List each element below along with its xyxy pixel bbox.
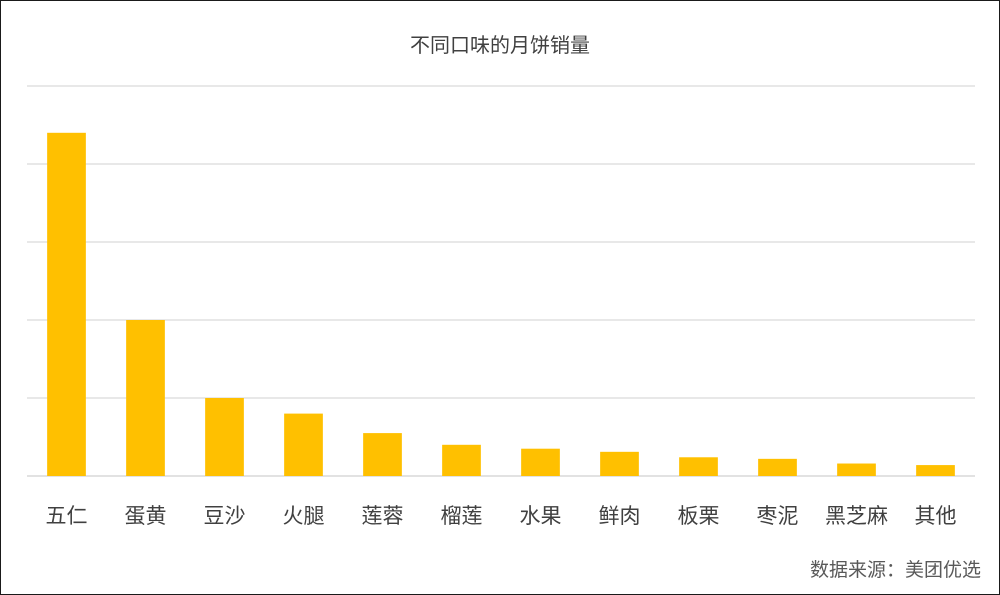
category-label: 黑芝麻: [825, 504, 888, 528]
bar-6: [442, 444, 481, 476]
bar-4: [284, 413, 323, 476]
source-note: 数据来源：美团优选: [809, 559, 981, 581]
bar-12: [916, 465, 955, 476]
category-label: 枣泥: [757, 504, 799, 528]
category-label: 火腿: [283, 504, 325, 528]
category-labels: 五仁 蛋黄 豆沙 火腿 莲蓉 榴莲 水果 鲜肉 板栗 枣泥 黑芝麻 其他: [46, 504, 957, 528]
bars: [47, 132, 955, 477]
chart-title: 不同口味的月饼销量: [410, 33, 590, 57]
category-label: 蛋黄: [125, 504, 167, 528]
bar-11: [837, 463, 876, 476]
bar-5: [363, 433, 402, 476]
category-label: 豆沙: [204, 504, 246, 528]
bar-3: [205, 398, 244, 476]
category-label: 其他: [915, 504, 957, 528]
category-label: 水果: [520, 504, 562, 528]
bar-8: [600, 451, 639, 476]
bar-7: [521, 448, 560, 476]
bar-9: [679, 457, 718, 476]
bar-10: [758, 458, 797, 476]
bar-1: [47, 132, 86, 477]
gridlines: [27, 85, 975, 477]
bar-2: [126, 320, 165, 476]
category-label: 板栗: [678, 504, 720, 528]
category-label: 鲜肉: [599, 504, 641, 528]
category-label: 莲蓉: [362, 504, 404, 528]
category-label: 榴莲: [441, 504, 483, 528]
category-label: 五仁: [46, 504, 88, 528]
